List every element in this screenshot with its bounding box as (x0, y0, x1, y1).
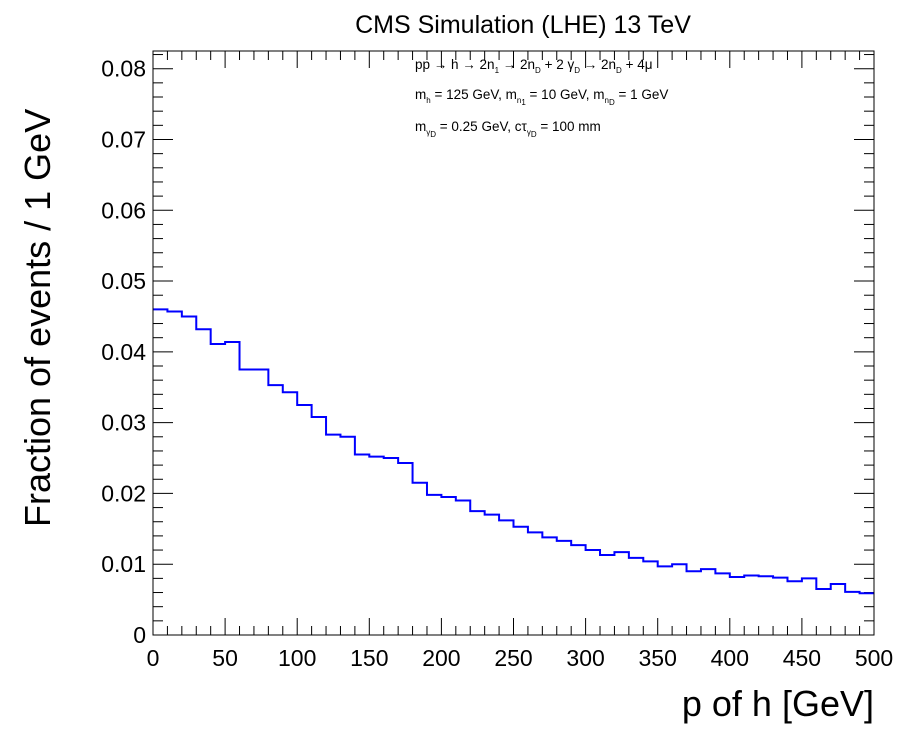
x-tick-label: 0 (147, 645, 160, 671)
y-tick-label: 0.07 (101, 126, 146, 152)
plot-frame (152, 50, 875, 636)
y-tick-label: 0.05 (101, 268, 146, 294)
y-tick-label: 0.06 (101, 197, 146, 223)
x-tick-label: 450 (783, 645, 821, 671)
y-tick-label: 0.01 (101, 551, 146, 577)
x-axis-label: p of h [GeV] (682, 683, 874, 724)
x-tick-label: 100 (278, 645, 316, 671)
y-tick-label: 0.04 (101, 339, 146, 365)
y-tick-label: 0 (133, 622, 146, 648)
x-tick-label: 150 (350, 645, 388, 671)
y-tick-label: 0.02 (101, 480, 146, 506)
y-axis-label: Fraction of events / 1 GeV (17, 109, 58, 527)
x-tick-label: 350 (639, 645, 677, 671)
annotation-dark-photon: mγD = 0.25 GeV, cτγD = 100 mm (415, 119, 601, 139)
annotation-masses: mh = 125 GeV, mn1 = 10 GeV, mnD = 1 GeV (415, 87, 668, 107)
histogram-series-line (153, 308, 874, 595)
x-tick-label: 50 (212, 645, 238, 671)
x-tick-label: 200 (422, 645, 460, 671)
x-tick-label: 250 (494, 645, 532, 671)
x-tick-label: 300 (566, 645, 604, 671)
annotation-process: pp → h → 2n1 → 2nD + 2 γD → 2nD + 4μ (415, 57, 653, 75)
x-tick-label: 400 (711, 645, 749, 671)
chart-title: CMS Simulation (LHE) 13 TeV (355, 11, 691, 39)
x-tick-label: 500 (855, 645, 893, 671)
y-tick-label: 0.08 (101, 56, 146, 82)
y-tick-label: 0.03 (101, 410, 146, 436)
